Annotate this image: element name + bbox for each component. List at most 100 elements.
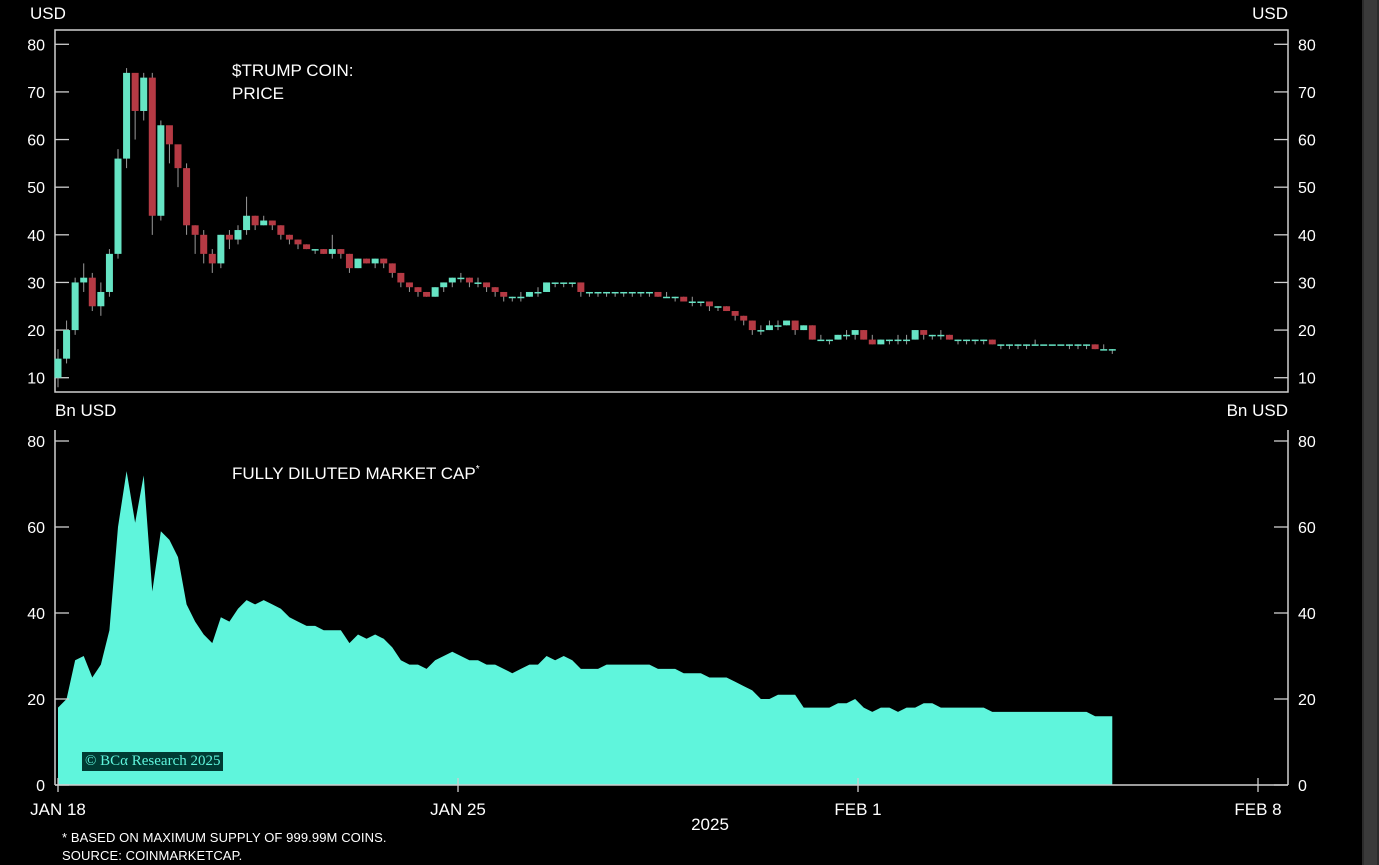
candle-down: [363, 258, 371, 264]
candle-up: [765, 325, 773, 331]
candle-up: [474, 282, 482, 284]
candle-down: [208, 253, 216, 264]
candle-down: [654, 291, 662, 297]
candle-up: [80, 277, 88, 283]
marketcap-y-axis: 0 0 20 20 40 40 60 60 80 80: [27, 434, 1316, 795]
marketcap-unit-left: Bn USD: [55, 401, 116, 420]
candle-up: [457, 277, 465, 280]
candle-down: [414, 287, 422, 292]
candle-up: [431, 287, 439, 297]
price-axis-right-tick-label: 40: [1298, 228, 1316, 245]
candle-up: [603, 291, 611, 294]
candle-up: [448, 277, 456, 283]
candle-up: [157, 125, 165, 216]
marketcap-area-fill: [58, 471, 1113, 785]
marketcap-axis-left-tick-label: 80: [27, 434, 45, 451]
candle-down: [285, 234, 293, 240]
candle-down: [808, 325, 816, 340]
candle-up: [671, 296, 679, 299]
candle-down: [680, 296, 688, 302]
candle-up: [663, 296, 671, 299]
price-axis-right-tick-label: 20: [1298, 323, 1316, 340]
candle-down: [483, 282, 491, 288]
candle-down: [731, 311, 739, 316]
candle-up: [800, 325, 808, 331]
price-title: $TRUMP COIN:: [232, 61, 354, 80]
marketcap-axis-right-tick-label: 80: [1298, 434, 1316, 451]
candle-down: [337, 249, 345, 254]
candle-up: [71, 282, 79, 331]
marketcap-axis-left-tick-label: 0: [36, 778, 45, 795]
candle-down: [868, 339, 876, 345]
price-axis-left-tick-label: 60: [27, 133, 45, 150]
candle-down: [491, 287, 499, 292]
price-axis-right-tick-label: 50: [1298, 180, 1316, 197]
candle-up: [877, 339, 885, 345]
candle-up: [911, 330, 919, 340]
candle-up: [637, 291, 645, 294]
candle-down: [920, 330, 928, 335]
price-axis-right-tick-label: 80: [1298, 37, 1316, 54]
candle-up: [894, 339, 902, 342]
price-unit-right: USD: [1252, 4, 1288, 23]
candle-up: [371, 258, 379, 264]
candle-up: [243, 215, 251, 231]
x-axis-tick-label: JAN 25: [430, 800, 486, 819]
candle-up: [440, 282, 448, 288]
candle-down: [345, 253, 353, 269]
candle-down: [1091, 344, 1099, 350]
scrollbar-thumb[interactable]: [1364, 0, 1377, 865]
candle-up: [697, 301, 705, 303]
candle-down: [405, 282, 413, 288]
candle-down: [465, 277, 473, 283]
bca-watermark: © BCα Research 2025: [81, 751, 225, 772]
price-y-axis: 10 10 20 20 30 30 40 40 50 50 60 60 70 70 80 80: [27, 37, 1316, 387]
candle-down: [397, 272, 405, 283]
price-axis-left-tick-label: 50: [27, 180, 45, 197]
candle-down: [294, 239, 302, 245]
marketcap-axis-left-tick-label: 20: [27, 692, 45, 709]
footnote-source: SOURCE: COINMARKETCAP.: [62, 848, 243, 863]
marketcap-axis-right-tick-label: 0: [1298, 778, 1307, 795]
price-axis-right-tick-label: 60: [1298, 133, 1316, 150]
x-axis-tick-label: FEB 8: [1234, 800, 1281, 819]
x-axis-tick-label: JAN 18: [30, 800, 86, 819]
price-axis-right-tick-label: 30: [1298, 275, 1316, 292]
vertical-scrollbar[interactable]: [1362, 0, 1379, 865]
candle-down: [705, 301, 713, 307]
candle-up: [525, 291, 533, 297]
candle-down: [191, 225, 199, 235]
candle-down: [225, 234, 233, 240]
x-axis: JAN 18 JAN 25 FEB 1 FEB 8: [30, 778, 1282, 819]
candle-up: [611, 291, 619, 294]
candle-up: [594, 291, 602, 294]
candle-down: [303, 244, 311, 250]
candle-up: [105, 253, 113, 292]
price-axis-left-tick-label: 40: [27, 228, 45, 245]
candle-up: [928, 334, 936, 337]
candle-down: [88, 277, 96, 307]
candle-down: [577, 282, 585, 292]
candle-up: [260, 220, 268, 226]
candle-up: [354, 258, 362, 269]
candle-up: [783, 320, 791, 326]
candle-up: [714, 306, 722, 308]
marketcap-title: FULLY DILUTED MARKET CAP*: [232, 464, 480, 483]
marketcap-axis-right-tick-label: 20: [1298, 692, 1316, 709]
marketcap-panel: Bn USD Bn USD FULLY DILUTED MARKET CAP* …: [27, 401, 1316, 795]
candle-up: [645, 291, 653, 294]
price-panel: USD USD $TRUMP COIN: PRICE 10 10 20 20 30 30 4…: [27, 4, 1316, 393]
candle-up: [140, 77, 148, 111]
candle-down: [988, 339, 996, 345]
candle-down: [131, 72, 139, 111]
marketcap-axis-left-tick-label: 40: [27, 606, 45, 623]
marketcap-axis-right-tick-label: 60: [1298, 520, 1316, 537]
price-axis-left-tick-label: 70: [27, 85, 45, 102]
candle-up: [517, 296, 525, 299]
candle-up: [543, 282, 551, 292]
footnote-supply: * BASED ON MAXIMUM SUPPLY OF 999.99M COI…: [62, 830, 387, 845]
candle-down: [251, 215, 259, 226]
candle-up: [1014, 344, 1022, 346]
price-axis-right-tick-label: 10: [1298, 371, 1316, 388]
